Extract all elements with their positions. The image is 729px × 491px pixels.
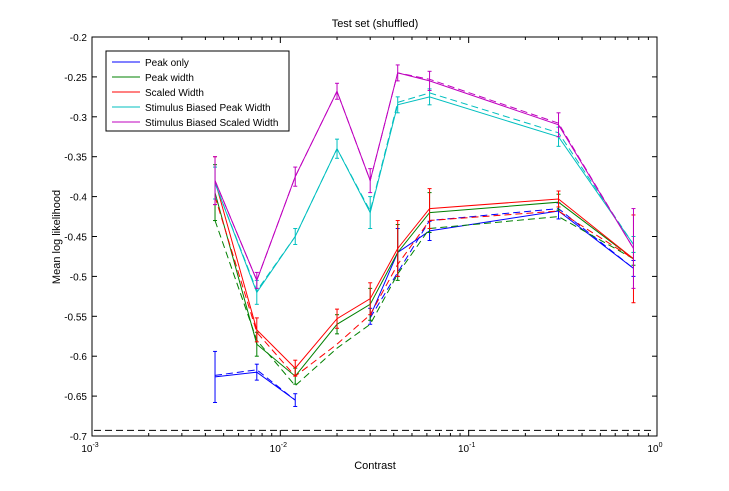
legend-label: Stimulus Biased Scaled Width xyxy=(145,118,278,129)
x-tick-label: 100 xyxy=(647,442,662,455)
y-tick-label: -0.2 xyxy=(70,33,88,44)
x-tick-label: 10-1 xyxy=(458,442,475,455)
legend-label: Stimulus Biased Peak Width xyxy=(145,103,271,114)
x-tick-label: 10-2 xyxy=(270,442,287,455)
y-tick-label: -0.7 xyxy=(70,432,88,443)
legend-label: Scaled Width xyxy=(145,88,204,99)
chart-title: Test set (shuffled) xyxy=(332,18,419,30)
y-tick-label: -0.65 xyxy=(64,392,87,403)
series-5 xyxy=(213,64,636,289)
ticks-layer: -0.2 -0.25 -0.3 -0.35 -0.4 -0.45 -0.5 -0.55 -0.6… xyxy=(64,33,662,455)
y-tick-label: -0.3 xyxy=(70,113,88,124)
y-tick-label: -0.55 xyxy=(64,312,87,323)
y-tick-label: -0.35 xyxy=(64,153,87,164)
legend-box xyxy=(105,50,290,132)
y-tick-label: -0.45 xyxy=(64,233,87,244)
x-axis-label: Contrast xyxy=(354,460,396,472)
y-tick-label: -0.4 xyxy=(70,193,88,204)
legend-label: Peak width xyxy=(145,73,194,84)
series-dashed-line xyxy=(214,92,634,292)
series-layer xyxy=(213,64,636,407)
legend: Peak only Peak width Scaled Width Stimulus … xyxy=(105,50,290,132)
y-tick-label: -0.25 xyxy=(64,73,87,84)
legend-label: Peak only xyxy=(145,58,189,69)
x-tick-label: 10-3 xyxy=(81,442,98,455)
y-tick-label: -0.5 xyxy=(70,272,88,283)
y-tick-label: -0.6 xyxy=(70,352,88,363)
y-axis-label: Mean log likelihood xyxy=(51,190,63,284)
